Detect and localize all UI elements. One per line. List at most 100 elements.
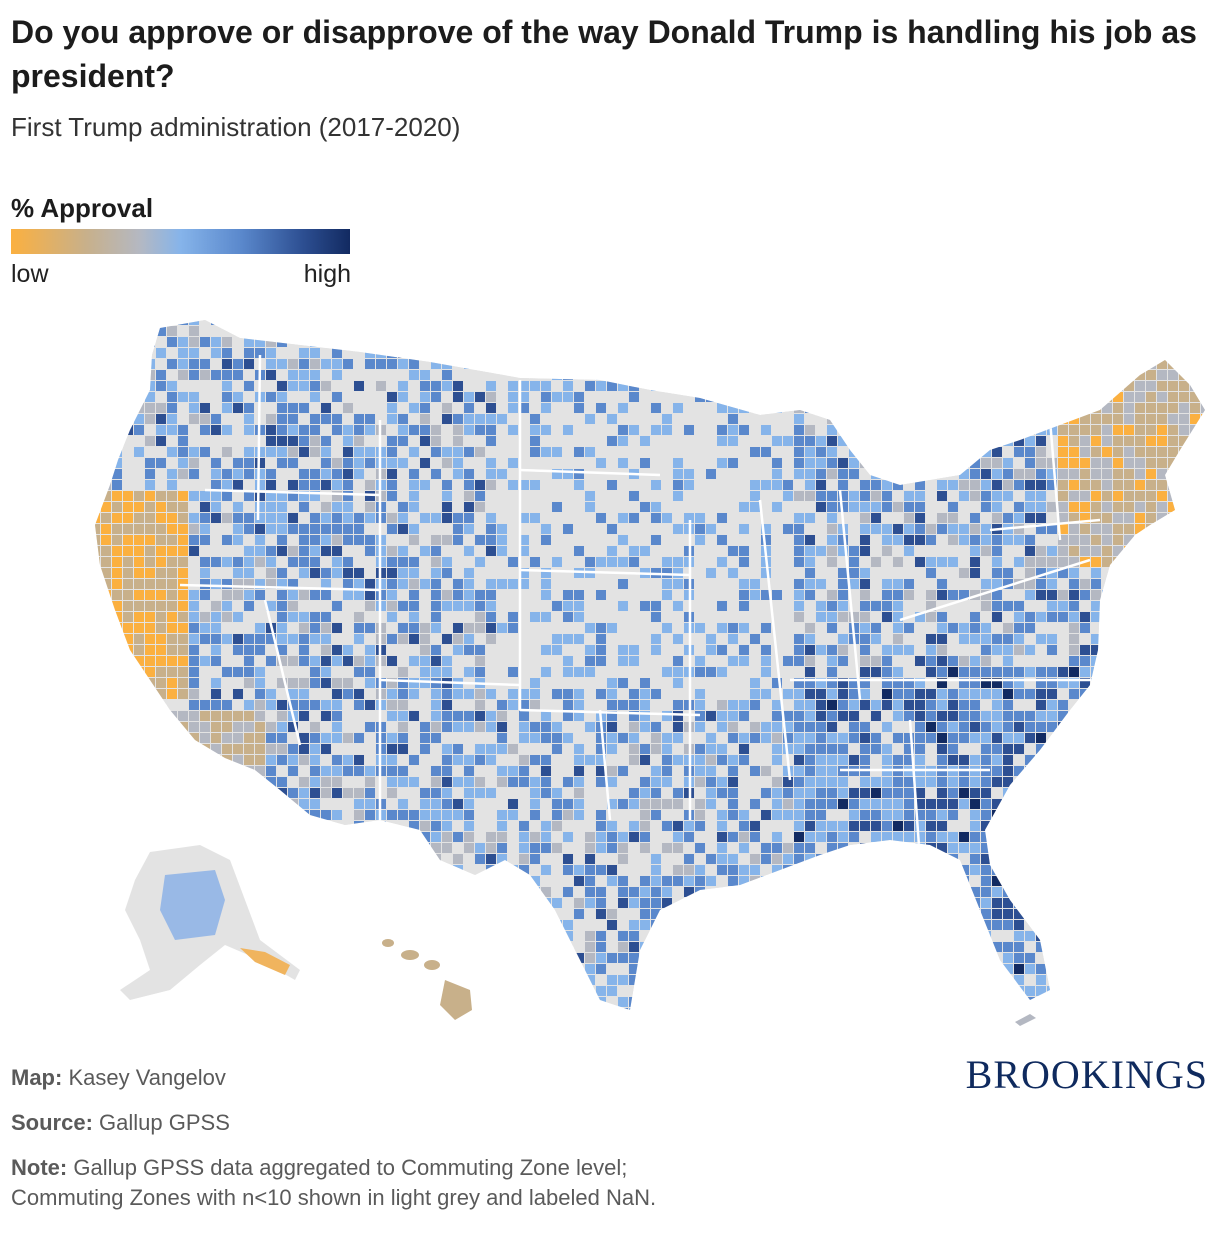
commuting-zone-cell — [354, 491, 364, 501]
commuting-zone-cell — [1025, 645, 1035, 655]
commuting-zone-cell — [574, 447, 584, 457]
commuting-zone-cell — [893, 392, 903, 402]
commuting-zone-cell — [233, 810, 243, 820]
commuting-zone-cell — [1168, 777, 1178, 787]
commuting-zone-cell — [926, 689, 936, 699]
commuting-zone-cell — [1135, 755, 1145, 765]
commuting-zone-cell — [728, 623, 738, 633]
commuting-zone-cell — [321, 788, 331, 798]
commuting-zone-cell — [1179, 320, 1189, 325]
commuting-zone-cell — [134, 359, 144, 369]
commuting-zone-cell — [486, 766, 496, 776]
commuting-zone-cell — [662, 425, 672, 435]
commuting-zone-cell — [761, 568, 771, 578]
commuting-zone-cell — [728, 832, 738, 842]
commuting-zone-cell — [1190, 320, 1200, 325]
commuting-zone-cell — [1102, 832, 1112, 842]
commuting-zone-cell — [717, 557, 727, 567]
commuting-zone-cell — [596, 425, 606, 435]
commuting-zone-cell — [354, 359, 364, 369]
commuting-zone-cell — [959, 744, 969, 754]
commuting-zone-cell — [288, 320, 298, 325]
commuting-zone-cell — [618, 810, 628, 820]
commuting-zone-cell — [1014, 381, 1024, 391]
commuting-zone-cell — [508, 777, 518, 787]
commuting-zone-cell — [365, 832, 375, 842]
commuting-zone-cell — [970, 359, 980, 369]
commuting-zone-cell — [1190, 810, 1200, 820]
commuting-zone-cell — [849, 370, 859, 380]
commuting-zone-cell — [849, 700, 859, 710]
commuting-zone-cell — [772, 733, 782, 743]
commuting-zone-cell — [772, 568, 782, 578]
commuting-zone-cell — [1190, 766, 1200, 776]
commuting-zone-cell — [530, 623, 540, 633]
commuting-zone-cell — [1058, 744, 1068, 754]
commuting-zone-cell — [486, 359, 496, 369]
commuting-zone-cell — [618, 689, 628, 699]
commuting-zone-cell — [849, 678, 859, 688]
commuting-zone-cell — [937, 744, 947, 754]
commuting-zone-cell — [431, 766, 441, 776]
commuting-zone-cell — [497, 425, 507, 435]
commuting-zone-cell — [1102, 590, 1112, 600]
commuting-zone-cell — [838, 678, 848, 688]
commuting-zone-cell — [827, 733, 837, 743]
commuting-zone-cell — [717, 788, 727, 798]
commuting-zone-cell — [475, 788, 485, 798]
commuting-zone-cell — [464, 513, 474, 523]
commuting-zone-cell — [794, 436, 804, 446]
commuting-zone-cell — [640, 689, 650, 699]
commuting-zone-cell — [387, 370, 397, 380]
us-choropleth-map[interactable] — [0, 300, 1220, 1040]
commuting-zone-cell — [145, 469, 155, 479]
commuting-zone-cell — [145, 320, 155, 325]
commuting-zone-cell — [95, 458, 100, 468]
commuting-zone-cell — [761, 359, 771, 369]
commuting-zone-cell — [354, 568, 364, 578]
commuting-zone-cell — [409, 843, 419, 853]
commuting-zone-cell — [156, 711, 166, 721]
commuting-zone-cell — [827, 348, 837, 358]
commuting-zone-cell — [1047, 579, 1057, 589]
commuting-zone-cell — [1036, 711, 1046, 721]
commuting-zone-cell — [1091, 711, 1101, 721]
commuting-zone-cell — [321, 689, 331, 699]
commuting-zone-cell — [431, 733, 441, 743]
commuting-zone-cell — [728, 392, 738, 402]
commuting-zone-cell — [827, 425, 837, 435]
commuting-zone-cell — [453, 425, 463, 435]
commuting-zone-cell — [464, 557, 474, 567]
commuting-zone-cell — [442, 524, 452, 534]
commuting-zone-cell — [937, 777, 947, 787]
commuting-zone-cell — [706, 513, 716, 523]
commuting-zone-cell — [651, 733, 661, 743]
commuting-zone-cell — [1025, 590, 1035, 600]
commuting-zone-cell — [310, 744, 320, 754]
commuting-zone-cell — [1047, 744, 1057, 754]
commuting-zone-cell — [1091, 579, 1101, 589]
commuting-zone-cell — [772, 480, 782, 490]
commuting-zone-cell — [233, 513, 243, 523]
commuting-zone-cell — [112, 821, 122, 831]
commuting-zone-cell — [244, 557, 254, 567]
commuting-zone-cell — [354, 381, 364, 391]
commuting-zone-cell — [530, 414, 540, 424]
commuting-zone-cell — [486, 480, 496, 490]
commuting-zone-cell — [728, 502, 738, 512]
commuting-zone-cell — [508, 546, 518, 556]
commuting-zone-cell — [816, 612, 826, 622]
commuting-zone-cell — [662, 711, 672, 721]
commuting-zone-cell — [992, 370, 1002, 380]
commuting-zone-cell — [1113, 634, 1123, 644]
commuting-zone-cell — [673, 755, 683, 765]
commuting-zone-cell — [750, 392, 760, 402]
commuting-zone-cell — [1058, 381, 1068, 391]
commuting-zone-cell — [189, 755, 199, 765]
commuting-zone-cell — [299, 370, 309, 380]
commuting-zone-cell — [200, 568, 210, 578]
commuting-zone-cell — [750, 513, 760, 523]
commuting-zone-cell — [255, 777, 265, 787]
commuting-zone-cell — [453, 403, 463, 413]
commuting-zone-cell — [167, 392, 177, 402]
